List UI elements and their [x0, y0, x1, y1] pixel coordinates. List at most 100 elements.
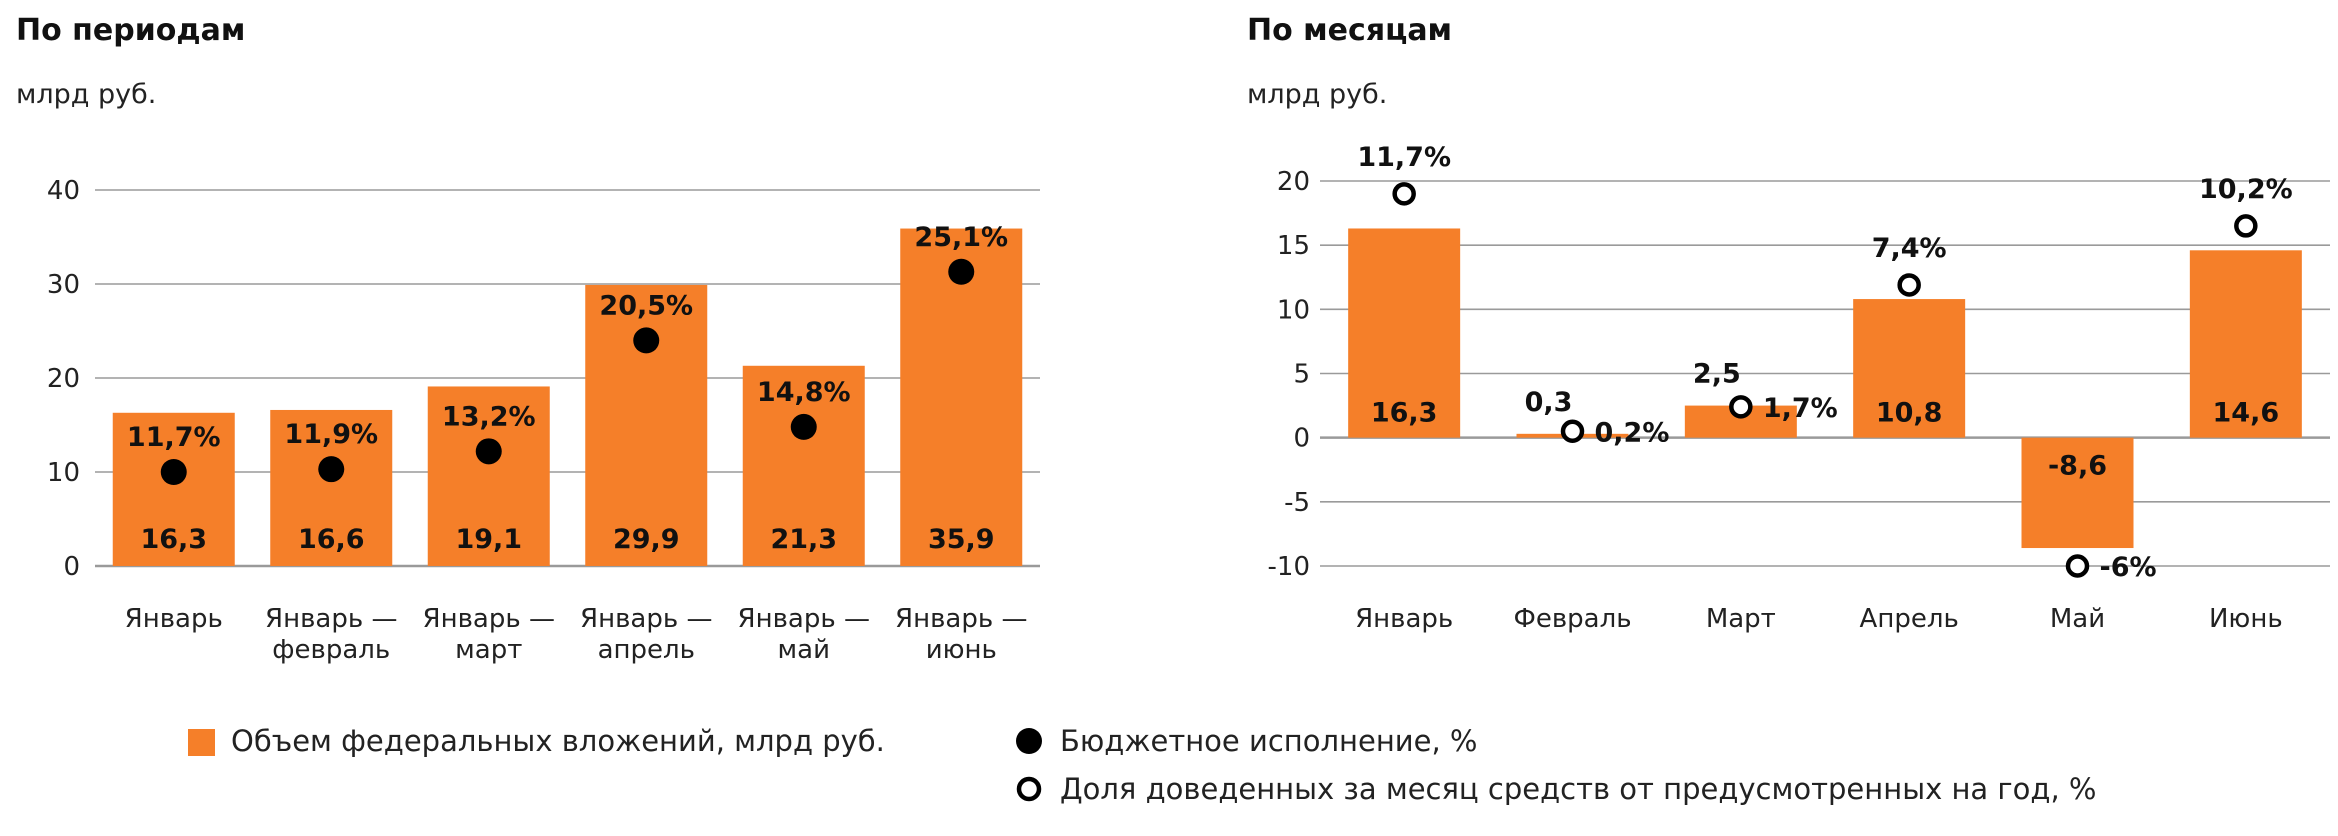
legend-label: Бюджетное исполнение, % — [1060, 724, 1477, 758]
bar-value-label: 21,3 — [770, 524, 837, 555]
point-value-label: 11,7% — [127, 422, 221, 453]
point-marker — [2234, 214, 2258, 238]
gridlines — [95, 189, 1040, 568]
bar-value-label: 14,6 — [2213, 398, 2280, 429]
bar-value-label: 19,1 — [455, 524, 522, 555]
x-category-label: июнь — [926, 635, 997, 665]
point-value-label: 14,8% — [757, 377, 851, 408]
point-marker — [790, 413, 817, 440]
x-category-label: апрель — [598, 635, 695, 665]
point-value-label: 11,7% — [1357, 142, 1451, 173]
bar-value-label: 10,8 — [1876, 398, 1943, 429]
bar — [270, 409, 393, 566]
unit-label: млрд руб. — [1247, 79, 1387, 110]
legend-item-monthly-share: Доля доведенных за месяц средств от пред… — [1016, 772, 2096, 806]
point-marker — [948, 258, 975, 285]
y-tick-label: 0 — [63, 552, 80, 582]
x-category-label: Январь — — [423, 604, 555, 634]
x-category-label: Февраль — [1513, 604, 1631, 634]
y-tick-label: 5 — [1293, 360, 1310, 390]
bar — [427, 386, 550, 566]
point-value-label: 1,7% — [1763, 393, 1838, 424]
y-axis-ticks: -10 -5 0 5 10 15 20 — [1268, 167, 1310, 582]
y-axis-ticks: 0 10 20 30 40 — [47, 176, 80, 582]
chart-by-periods: По периодам млрд руб. 0 10 20 30 40 16,3 16,6… — [16, 13, 1040, 665]
y-tick-label: 0 — [1293, 424, 1310, 454]
x-category-label: Апрель — [1860, 604, 1959, 634]
filled-circle-icon — [1016, 728, 1042, 754]
y-tick-label: 15 — [1277, 231, 1310, 261]
bar — [112, 412, 235, 566]
point-value-label: 13,2% — [442, 401, 536, 432]
x-category-label: Январь — — [895, 604, 1027, 634]
point-value-label: 20,5% — [599, 290, 693, 321]
point-marker — [475, 438, 502, 465]
bar — [742, 365, 865, 566]
bar — [2021, 437, 2134, 549]
bars: 16,3 16,6 19,1 29,9 21,3 35,9 — [112, 228, 1023, 567]
point-value-label: 11,9% — [284, 419, 378, 450]
x-category-label: Январь — [125, 604, 223, 634]
bar-value-label: 0,3 — [1525, 387, 1573, 418]
legend-label: Объем федеральных вложений, млрд руб. — [231, 724, 885, 758]
bar — [1348, 228, 1461, 438]
point-marker — [633, 327, 660, 354]
bars: 16,3 0,3 2,5 10,8 -8,6 14,6 — [1348, 228, 2302, 549]
x-category-label: Январь — — [738, 604, 870, 634]
markers: 11,7% 11,9% 13,2% 20,5% 14,8% 25,1% — [127, 222, 1008, 485]
bar-value-label: 16,3 — [140, 524, 207, 555]
y-tick-label: 20 — [47, 364, 80, 394]
x-category-label: Январь — — [580, 604, 712, 634]
bar-value-label: 16,3 — [1371, 398, 1438, 429]
y-tick-label: 40 — [47, 176, 80, 206]
orange-square-icon — [188, 729, 215, 756]
y-tick-label: 10 — [1277, 295, 1310, 325]
x-axis-categories: Январь Февраль Март Апрель Май Июнь — [1355, 604, 2283, 634]
x-category-label: Январь — — [265, 604, 397, 634]
open-circle-icon — [1016, 776, 1042, 802]
legend: Объем федеральных вложений, млрд руб. Бю… — [188, 724, 2096, 806]
y-tick-label: 10 — [47, 458, 80, 488]
x-category-label: май — [778, 635, 830, 665]
bar-value-label: 2,5 — [1693, 359, 1741, 390]
point-value-label: -6% — [2100, 552, 2157, 583]
point-marker — [160, 459, 187, 485]
point-value-label: 25,1% — [914, 222, 1008, 253]
y-tick-label: -10 — [1268, 552, 1310, 582]
chart-by-months: По месяцам млрд руб. -10 -5 0 5 10 15 20 16,3 0… — [1247, 13, 2330, 634]
markers: 11,7% 0,2% 1,7% 7,4% -6% 10,2% — [1357, 142, 2292, 583]
bar — [2189, 250, 2302, 438]
y-tick-label: 20 — [1277, 167, 1310, 197]
legend-label: Доля доведенных за месяц средств от пред… — [1060, 772, 2096, 806]
bar-value-label: 16,6 — [298, 524, 365, 555]
x-category-label: Май — [2050, 604, 2105, 634]
bar — [900, 228, 1023, 567]
legend-item-investments: Объем федеральных вложений, млрд руб. — [188, 724, 885, 758]
y-tick-label: -5 — [1284, 488, 1310, 518]
unit-label: млрд руб. — [16, 79, 156, 110]
chart-title: По месяцам — [1247, 13, 1452, 48]
point-marker — [2065, 554, 2090, 578]
x-category-label: февраль — [272, 635, 390, 665]
point-value-label: 0,2% — [1595, 417, 1670, 448]
x-category-label: Январь — [1355, 604, 1453, 634]
bar-value-label: 29,9 — [613, 524, 680, 555]
point-marker — [318, 456, 345, 483]
y-tick-label: 30 — [47, 270, 80, 300]
point-value-label: 7,4% — [1872, 233, 1947, 264]
legend-item-budget-execution: Бюджетное исполнение, % — [1016, 724, 1477, 758]
point-marker — [1560, 419, 1585, 443]
bar-value-label: -8,6 — [2048, 451, 2107, 482]
x-category-label: Март — [1706, 604, 1776, 634]
point-value-label: 10,2% — [2199, 174, 2293, 205]
bar — [1853, 299, 1966, 438]
chart-title: По периодам — [16, 13, 245, 48]
point-marker — [1392, 182, 1416, 206]
x-category-label: Июнь — [2209, 604, 2283, 634]
point-marker — [1897, 273, 1921, 297]
gridlines — [1320, 180, 2330, 567]
x-category-label: март — [455, 635, 522, 665]
bar-value-label: 35,9 — [928, 524, 995, 555]
